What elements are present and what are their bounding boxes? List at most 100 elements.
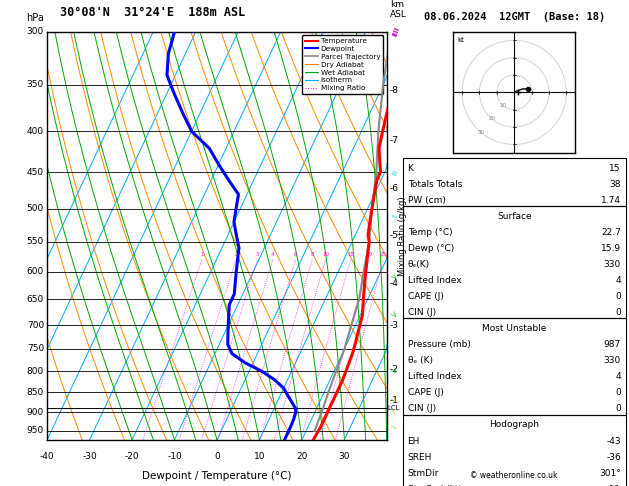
Text: 20: 20 [296, 452, 308, 461]
Text: km
ASL: km ASL [390, 0, 407, 19]
Text: 950: 950 [27, 426, 44, 435]
Text: 15: 15 [610, 164, 621, 173]
Text: 330: 330 [604, 260, 621, 269]
Text: 2: 2 [234, 252, 238, 257]
Text: Totals Totals: Totals Totals [408, 180, 462, 189]
Text: Lifted Index: Lifted Index [408, 372, 461, 382]
Text: -43: -43 [606, 436, 621, 446]
Text: -7: -7 [390, 136, 399, 145]
Text: -5: -5 [390, 231, 399, 240]
Text: V: V [392, 311, 399, 319]
Text: 0: 0 [615, 308, 621, 317]
Text: 22.7: 22.7 [601, 228, 621, 237]
Text: © weatheronline.co.uk: © weatheronline.co.uk [470, 471, 558, 480]
Text: 4: 4 [615, 276, 621, 285]
Text: K: K [408, 164, 413, 173]
Text: Dewpoint / Temperature (°C): Dewpoint / Temperature (°C) [142, 471, 292, 482]
Text: 0: 0 [615, 292, 621, 301]
Text: 20: 20 [488, 117, 496, 122]
Text: θₑ (K): θₑ (K) [408, 356, 433, 365]
Text: 300: 300 [27, 27, 44, 36]
Text: Most Unstable: Most Unstable [482, 324, 547, 333]
Text: 550: 550 [27, 237, 44, 246]
Text: hPa: hPa [26, 13, 44, 23]
Text: CAPE (J): CAPE (J) [408, 388, 443, 398]
Text: 15: 15 [347, 252, 354, 257]
Text: CIN (J): CIN (J) [408, 308, 436, 317]
Text: 650: 650 [27, 295, 44, 304]
Text: Hodograph: Hodograph [489, 420, 539, 430]
Text: -36: -36 [606, 452, 621, 462]
Text: StmDir: StmDir [408, 469, 439, 478]
Text: -40: -40 [40, 452, 55, 461]
Legend: Temperature, Dewpoint, Parcel Trajectory, Dry Adiabat, Wet Adiabat, Isotherm, Mi: Temperature, Dewpoint, Parcel Trajectory… [302, 35, 383, 94]
Text: III: III [392, 168, 399, 176]
Text: 900: 900 [27, 408, 44, 417]
Text: StmSpd (kt): StmSpd (kt) [408, 485, 462, 486]
Text: 6: 6 [294, 252, 298, 257]
Text: 500: 500 [27, 204, 44, 213]
Text: 4: 4 [615, 372, 621, 382]
Text: -4: -4 [390, 278, 399, 288]
Text: 987: 987 [604, 340, 621, 349]
Text: 10: 10 [322, 252, 329, 257]
Text: Pressure (mb): Pressure (mb) [408, 340, 470, 349]
Text: 1: 1 [200, 252, 203, 257]
Text: 1.74: 1.74 [601, 196, 621, 205]
Text: Temp (°C): Temp (°C) [408, 228, 452, 237]
Text: -10: -10 [167, 452, 182, 461]
Text: 3: 3 [255, 252, 259, 257]
Text: 301°: 301° [599, 469, 621, 478]
Text: 30: 30 [477, 130, 484, 135]
Text: LCL: LCL [387, 405, 399, 411]
Text: V: V [392, 367, 399, 375]
Text: CAPE (J): CAPE (J) [408, 292, 443, 301]
Text: Lifted Index: Lifted Index [408, 276, 461, 285]
Text: 20: 20 [365, 252, 372, 257]
Text: 4: 4 [271, 252, 274, 257]
Text: -2: -2 [390, 364, 399, 374]
Text: IIII: IIII [392, 26, 401, 37]
Text: 750: 750 [27, 345, 44, 353]
Text: SREH: SREH [408, 452, 432, 462]
Text: 0: 0 [214, 452, 220, 461]
Text: 8: 8 [311, 252, 314, 257]
Text: -8: -8 [390, 87, 399, 95]
Text: Mixing Ratio (g/kg): Mixing Ratio (g/kg) [398, 196, 407, 276]
Text: 25: 25 [380, 252, 387, 257]
Text: EH: EH [408, 436, 420, 446]
Text: -6: -6 [390, 184, 399, 193]
Text: 10: 10 [610, 485, 621, 486]
Text: 350: 350 [27, 81, 44, 89]
Text: 450: 450 [27, 168, 44, 176]
Text: CIN (J): CIN (J) [408, 404, 436, 414]
Text: II: II [392, 212, 399, 218]
Text: Surface: Surface [497, 212, 532, 221]
Text: 0: 0 [615, 388, 621, 398]
Text: 30: 30 [338, 452, 350, 461]
Text: PW (cm): PW (cm) [408, 196, 445, 205]
Text: V: V [392, 274, 399, 281]
Text: 400: 400 [27, 127, 44, 136]
Text: /: / [392, 409, 398, 415]
Text: 0: 0 [615, 404, 621, 414]
Text: 30°08'N  31°24'E  188m ASL: 30°08'N 31°24'E 188m ASL [60, 6, 245, 19]
Text: 800: 800 [27, 367, 44, 376]
Text: -20: -20 [125, 452, 140, 461]
Text: \: \ [392, 424, 398, 430]
Text: 330: 330 [604, 356, 621, 365]
Text: 08.06.2024  12GMT  (Base: 18): 08.06.2024 12GMT (Base: 18) [423, 12, 605, 22]
Text: 10: 10 [253, 452, 265, 461]
Text: 600: 600 [27, 267, 44, 276]
Text: 700: 700 [27, 321, 44, 330]
Text: -30: -30 [82, 452, 97, 461]
Text: θₑ(K): θₑ(K) [408, 260, 430, 269]
Text: kt: kt [457, 37, 464, 43]
Text: 38: 38 [610, 180, 621, 189]
Text: 15.9: 15.9 [601, 244, 621, 253]
Text: -3: -3 [390, 321, 399, 330]
Text: -1: -1 [390, 396, 399, 405]
Text: Dewp (°C): Dewp (°C) [408, 244, 454, 253]
Text: 850: 850 [27, 388, 44, 397]
Text: V: V [392, 397, 399, 404]
